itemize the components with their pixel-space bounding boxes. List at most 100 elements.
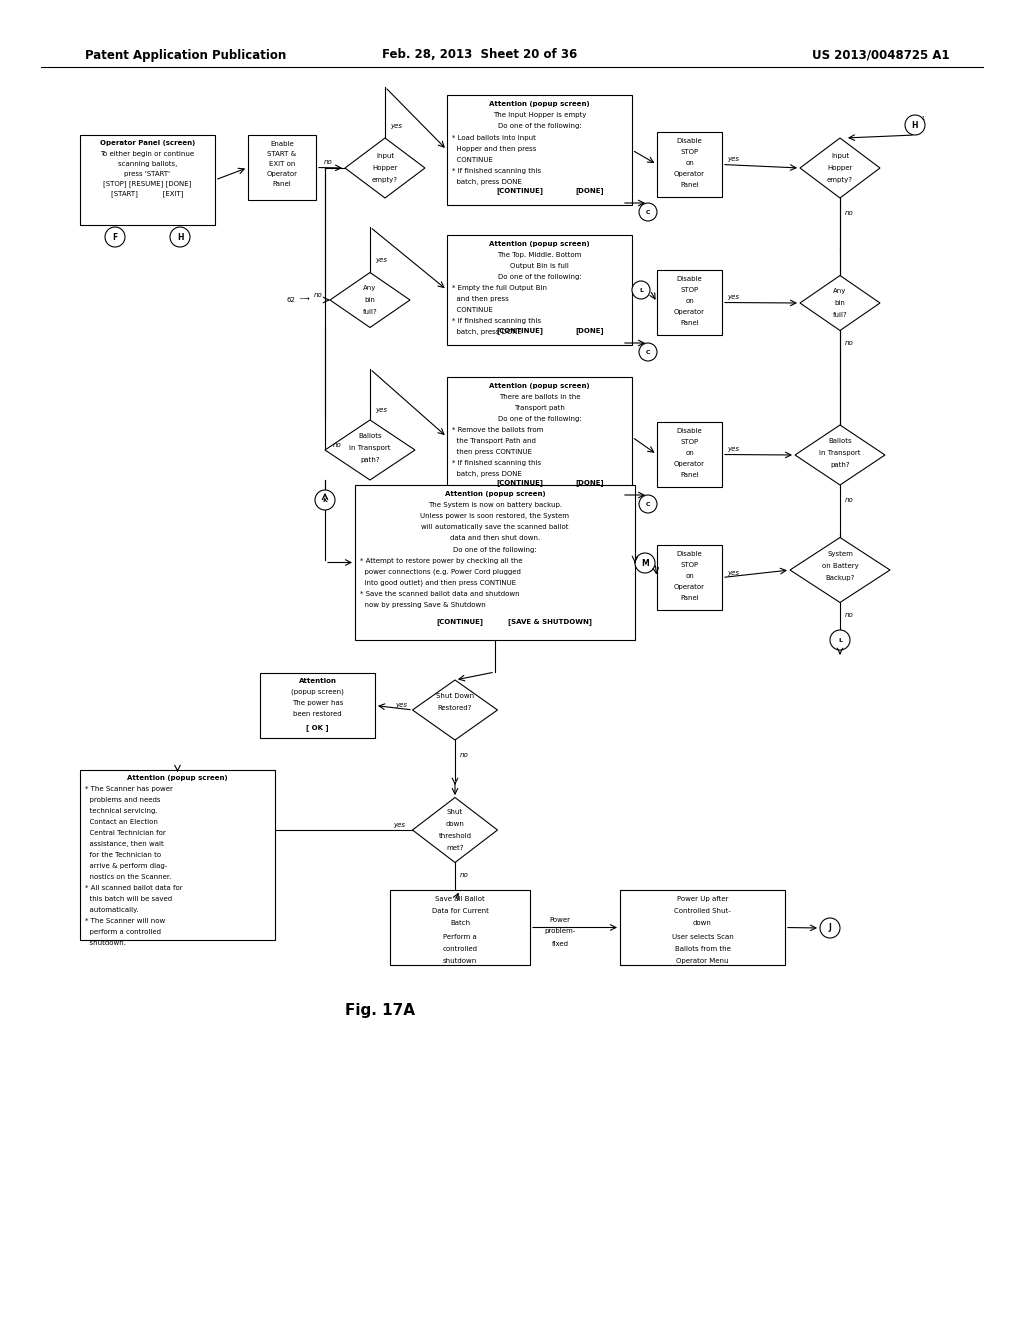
- Text: To either begin or continue: To either begin or continue: [100, 150, 195, 157]
- Text: System: System: [827, 550, 853, 557]
- Text: Feb. 28, 2013  Sheet 20 of 36: Feb. 28, 2013 Sheet 20 of 36: [382, 49, 578, 62]
- Text: [CONTINUE]: [CONTINUE]: [496, 327, 543, 334]
- Circle shape: [315, 490, 335, 510]
- Text: into good outlet) and then press CONTINUE: into good outlet) and then press CONTINU…: [360, 579, 516, 586]
- Text: The Top. Middle. Bottom: The Top. Middle. Bottom: [498, 252, 582, 257]
- Bar: [447, 95, 632, 205]
- Text: Backup?: Backup?: [825, 576, 855, 581]
- Text: * Empty the full Output Bin: * Empty the full Output Bin: [452, 285, 547, 290]
- Text: Power: Power: [550, 916, 570, 923]
- Text: Disable: Disable: [677, 276, 702, 282]
- Text: and then press: and then press: [452, 296, 509, 302]
- Text: User selects Scan: User selects Scan: [672, 935, 733, 940]
- Bar: [657, 422, 722, 487]
- Text: perform a controlled: perform a controlled: [85, 929, 161, 935]
- Text: Shut: Shut: [446, 809, 463, 814]
- Text: The power has: The power has: [292, 700, 343, 706]
- Text: the Transport Path and: the Transport Path and: [452, 438, 536, 444]
- Text: Contact an Election: Contact an Election: [85, 818, 158, 825]
- Circle shape: [170, 227, 190, 247]
- Text: C: C: [646, 210, 650, 214]
- Text: Disable: Disable: [677, 139, 702, 144]
- Polygon shape: [330, 272, 410, 327]
- Text: Panel: Panel: [680, 595, 698, 601]
- Text: 1: 1: [922, 116, 925, 120]
- Text: press 'START': press 'START': [125, 172, 171, 177]
- Text: [SAVE & SHUTDOWN]: [SAVE & SHUTDOWN]: [508, 619, 592, 626]
- Text: on: on: [685, 160, 694, 166]
- Polygon shape: [413, 797, 498, 862]
- Text: * Load ballots into Input: * Load ballots into Input: [452, 135, 536, 141]
- Text: Power Up after: Power Up after: [677, 896, 728, 902]
- Text: STOP: STOP: [680, 440, 698, 445]
- Text: * If finished scanning this: * If finished scanning this: [452, 459, 541, 466]
- Text: Unless power is soon restored, the System: Unless power is soon restored, the Syste…: [421, 513, 569, 519]
- Bar: [390, 890, 530, 965]
- Text: M: M: [641, 558, 649, 568]
- Text: yes: yes: [727, 294, 739, 301]
- Text: Hopper: Hopper: [373, 165, 397, 172]
- Text: Operator: Operator: [674, 583, 705, 590]
- Bar: [620, 890, 785, 965]
- Text: Input: Input: [376, 153, 394, 158]
- Text: STOP: STOP: [680, 286, 698, 293]
- Text: STOP: STOP: [680, 149, 698, 154]
- Text: Fig. 17A: Fig. 17A: [345, 1002, 415, 1018]
- Text: batch, press DONE: batch, press DONE: [452, 329, 522, 335]
- Text: Do one of the following:: Do one of the following:: [454, 546, 537, 553]
- Text: L: L: [838, 638, 842, 643]
- Text: Any: Any: [364, 285, 377, 290]
- Text: batch, press DONE: batch, press DONE: [452, 471, 522, 477]
- Text: K: K: [323, 498, 328, 503]
- Circle shape: [105, 227, 125, 247]
- Text: * All scanned ballot data for: * All scanned ballot data for: [85, 884, 182, 891]
- Bar: [657, 271, 722, 335]
- Text: yes: yes: [375, 257, 387, 263]
- Text: Ballots: Ballots: [358, 433, 382, 440]
- Text: [STOP] [RESUME] [DONE]: [STOP] [RESUME] [DONE]: [103, 181, 191, 187]
- Text: no: no: [845, 498, 854, 503]
- Text: assistance, then wait: assistance, then wait: [85, 841, 164, 847]
- Text: in Transport: in Transport: [349, 445, 391, 451]
- Text: will automatically save the scanned ballot: will automatically save the scanned ball…: [421, 524, 568, 531]
- Text: * If finished scanning this: * If finished scanning this: [452, 168, 541, 174]
- Text: this batch will be saved: this batch will be saved: [85, 896, 172, 902]
- Text: Ballots from the: Ballots from the: [675, 946, 730, 952]
- Text: path?: path?: [830, 462, 850, 469]
- Text: Transport path: Transport path: [514, 405, 565, 411]
- Text: ~→: ~→: [298, 297, 309, 304]
- Text: There are ballots in the: There are ballots in the: [499, 393, 581, 400]
- Bar: [447, 235, 632, 345]
- Text: no: no: [845, 341, 854, 346]
- Text: no: no: [313, 292, 322, 298]
- Text: Do one of the following:: Do one of the following:: [498, 416, 582, 422]
- Text: been restored: been restored: [293, 711, 342, 717]
- Text: Perform a: Perform a: [443, 935, 477, 940]
- Text: path?: path?: [360, 457, 380, 463]
- Polygon shape: [795, 425, 885, 484]
- Bar: [260, 673, 375, 738]
- Text: [ OK ]: [ OK ]: [306, 725, 329, 731]
- Text: [START]           [EXIT]: [START] [EXIT]: [112, 190, 183, 198]
- Text: Restored?: Restored?: [438, 705, 472, 711]
- Text: US 2013/0048725 A1: US 2013/0048725 A1: [812, 49, 950, 62]
- Text: threshold: threshold: [438, 833, 471, 840]
- Circle shape: [830, 630, 850, 649]
- Text: * The Scanner will now: * The Scanner will now: [85, 917, 165, 924]
- Text: on: on: [685, 298, 694, 304]
- Text: empty?: empty?: [372, 177, 398, 183]
- Text: Operator: Operator: [674, 309, 705, 315]
- Polygon shape: [800, 276, 880, 330]
- Text: * The Scanner has power: * The Scanner has power: [85, 785, 173, 792]
- Text: Operator Menu: Operator Menu: [676, 958, 729, 964]
- Text: J: J: [828, 924, 831, 932]
- Text: no: no: [460, 752, 469, 758]
- Text: Attention (popup screen): Attention (popup screen): [489, 102, 590, 107]
- Text: yes: yes: [393, 822, 406, 828]
- Text: The Input Hopper is empty: The Input Hopper is empty: [493, 112, 586, 117]
- Circle shape: [632, 281, 650, 300]
- Text: The System is now on battery backup.: The System is now on battery backup.: [428, 502, 562, 508]
- Bar: [657, 545, 722, 610]
- Text: Panel: Panel: [272, 181, 292, 187]
- Text: Operator Panel (screen): Operator Panel (screen): [100, 140, 196, 147]
